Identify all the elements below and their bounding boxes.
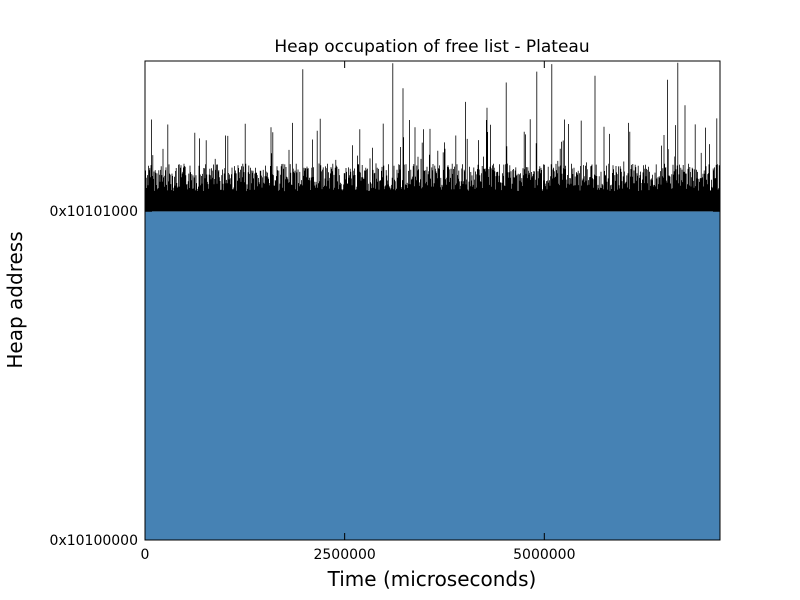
x-axis-label: Time (microseconds) bbox=[327, 567, 537, 591]
plot-area bbox=[144, 60, 721, 541]
fluctuation-spikes bbox=[144, 62, 721, 212]
y-axis-label: Heap address bbox=[3, 231, 27, 368]
x-tick-label: 0 bbox=[141, 547, 150, 563]
y-tick-label: 0x10100000 bbox=[50, 533, 138, 549]
plateau-fill-area bbox=[145, 211, 720, 540]
axes-frame bbox=[144, 60, 721, 541]
x-axis-ticks: 0 2500000 5000000 bbox=[141, 61, 575, 563]
x-tick-label: 2500000 bbox=[313, 547, 375, 563]
y-tick-label: 0x10101000 bbox=[50, 204, 138, 220]
y-axis-ticks: 0x10100000 0x10101000 bbox=[50, 204, 720, 549]
x-tick-label: 5000000 bbox=[513, 547, 575, 563]
chart-title: Heap occupation of free list - Plateau bbox=[274, 37, 589, 57]
